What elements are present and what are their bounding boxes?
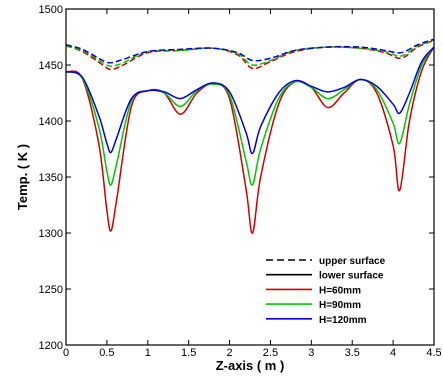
series-line-h-90mm-lower: [66, 46, 434, 186]
series-line-h-120mm-upper: [66, 38, 434, 64]
legend-label: upper surface: [319, 256, 386, 267]
legend-label: H=120mm: [319, 315, 367, 326]
series-line-h-60mm-lower: [66, 46, 434, 234]
legend-label: H=60mm: [319, 285, 361, 296]
x-tick-label: 1.5: [181, 347, 196, 359]
x-tick-label: 3.5: [345, 347, 360, 359]
series-line-h-60mm-upper: [66, 39, 434, 71]
y-tick-label: 1450: [39, 60, 63, 72]
legend-label: H=90mm: [319, 300, 361, 311]
ticks-layer: 0 0.5 1 1.5 2 2.5 3 3.5 4 4.5 1200 1250 1300 1350 1400…: [39, 4, 442, 359]
x-tick-label: 4.5: [426, 347, 441, 359]
x-tick-label: 3: [308, 347, 314, 359]
y-tick-label: 1400: [39, 116, 63, 128]
legend-label: lower surface: [319, 271, 384, 282]
x-tick-label: 2: [226, 347, 232, 359]
y-axis-label: Temp. ( K ): [15, 144, 30, 210]
y-tick-label: 1350: [39, 172, 63, 184]
x-tick-label: 2.5: [263, 347, 278, 359]
y-tick-label: 1250: [39, 284, 63, 296]
x-tick-label: 1: [145, 347, 151, 359]
y-tick-label: 1500: [39, 4, 63, 16]
y-tick-label: 1300: [39, 228, 63, 240]
y-tick-label: 1200: [39, 340, 63, 352]
series-line-h-90mm-upper: [66, 39, 434, 67]
series-line-h-120mm-lower: [66, 46, 434, 155]
x-tick-label: 4: [390, 347, 396, 359]
legend: upper surface lower surface H=60mm H=90mm H=…: [266, 256, 386, 326]
x-tick-label: 0.5: [99, 347, 114, 359]
series-layer: [66, 38, 434, 234]
x-tick-label: 0: [63, 347, 69, 359]
x-axis-label: Z-axis ( m ): [216, 358, 285, 373]
